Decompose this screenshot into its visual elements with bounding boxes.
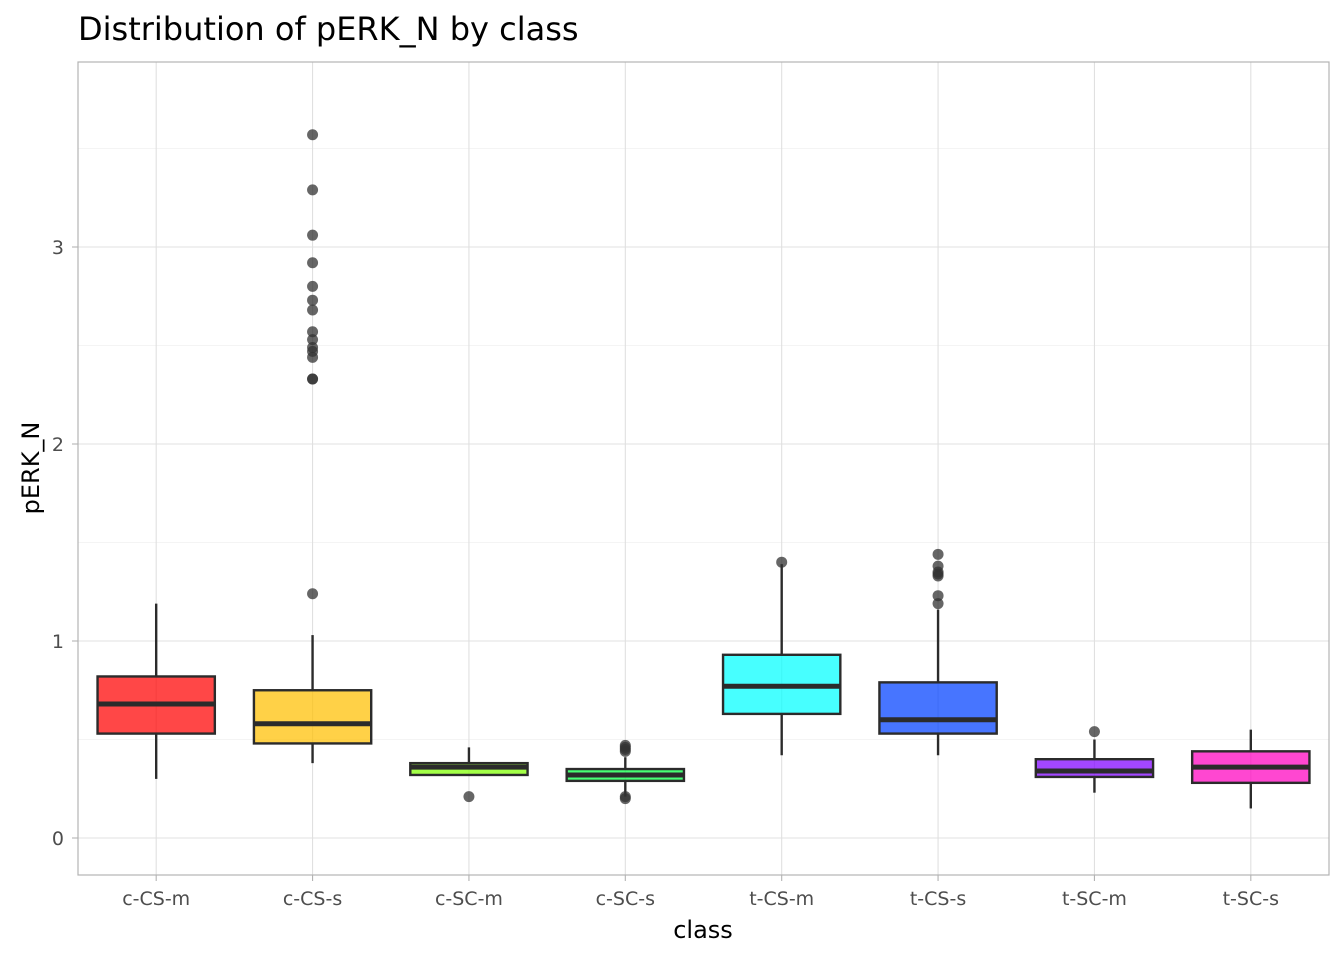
- iqr-box: [1034, 758, 1155, 779]
- iqr-box: [878, 681, 998, 735]
- outlier-point: [932, 598, 944, 610]
- box-c-SC-s: [565, 739, 686, 805]
- x-tick-label: c-SC-m: [435, 888, 503, 910]
- box-c-CS-s: [252, 129, 373, 764]
- x-tick-label: c-CS-m: [122, 888, 190, 910]
- x-tick-label: t-SC-m: [1062, 888, 1127, 910]
- box-c-CS-m: [96, 603, 217, 779]
- outlier-point: [307, 280, 319, 292]
- y-tick-label: 2: [52, 434, 64, 456]
- box-t-SC-m: [1034, 726, 1155, 793]
- x-tick-label: t-CS-m: [749, 888, 814, 910]
- y-tick-label: 0: [52, 828, 64, 850]
- outlier-point: [932, 560, 944, 572]
- outlier-point: [307, 229, 319, 241]
- outlier-point: [307, 257, 319, 269]
- outlier-point: [307, 373, 319, 385]
- outlier-point: [307, 341, 319, 353]
- outlier-point: [307, 326, 319, 338]
- outlier-point: [776, 556, 788, 568]
- outlier-point: [307, 334, 319, 346]
- y-tick-label: 1: [52, 631, 64, 653]
- outlier-point: [307, 304, 319, 316]
- x-tick-label: c-CS-s: [283, 888, 342, 910]
- y-tick-label: 3: [52, 237, 64, 259]
- chart-title: Distribution of pERK_N by class: [78, 10, 579, 48]
- outlier-point: [619, 739, 631, 751]
- outlier-point: [463, 791, 475, 803]
- iqr-box: [252, 689, 373, 745]
- box-layer: [96, 129, 1311, 809]
- box-t-CS-m: [721, 556, 842, 756]
- box-t-SC-s: [1190, 729, 1311, 809]
- x-tick-label: t-CS-s: [910, 888, 966, 910]
- outlier-point: [307, 129, 319, 141]
- plot-panel: [77, 61, 1330, 876]
- x-axis-title: class: [673, 916, 733, 944]
- outlier-point: [619, 791, 631, 803]
- box-c-SC-m: [409, 747, 529, 803]
- outlier-point: [307, 184, 319, 196]
- outlier-point: [307, 588, 319, 600]
- outlier-point: [307, 294, 319, 306]
- axis-layer: 0 1 2 3 c-CS-m c-CS-s c-SC-m c-SC-s t-CS-m t-CS-s…: [52, 237, 1279, 910]
- box-t-CS-s: [878, 548, 998, 756]
- x-tick-label: c-SC-s: [596, 888, 655, 910]
- y-axis-title: pERK_N: [17, 422, 45, 515]
- grid-layer: [78, 62, 1329, 875]
- x-tick-label: t-SC-s: [1223, 888, 1279, 910]
- outlier-point: [1088, 726, 1100, 738]
- outlier-point: [932, 548, 944, 560]
- outlier-point: [932, 590, 944, 602]
